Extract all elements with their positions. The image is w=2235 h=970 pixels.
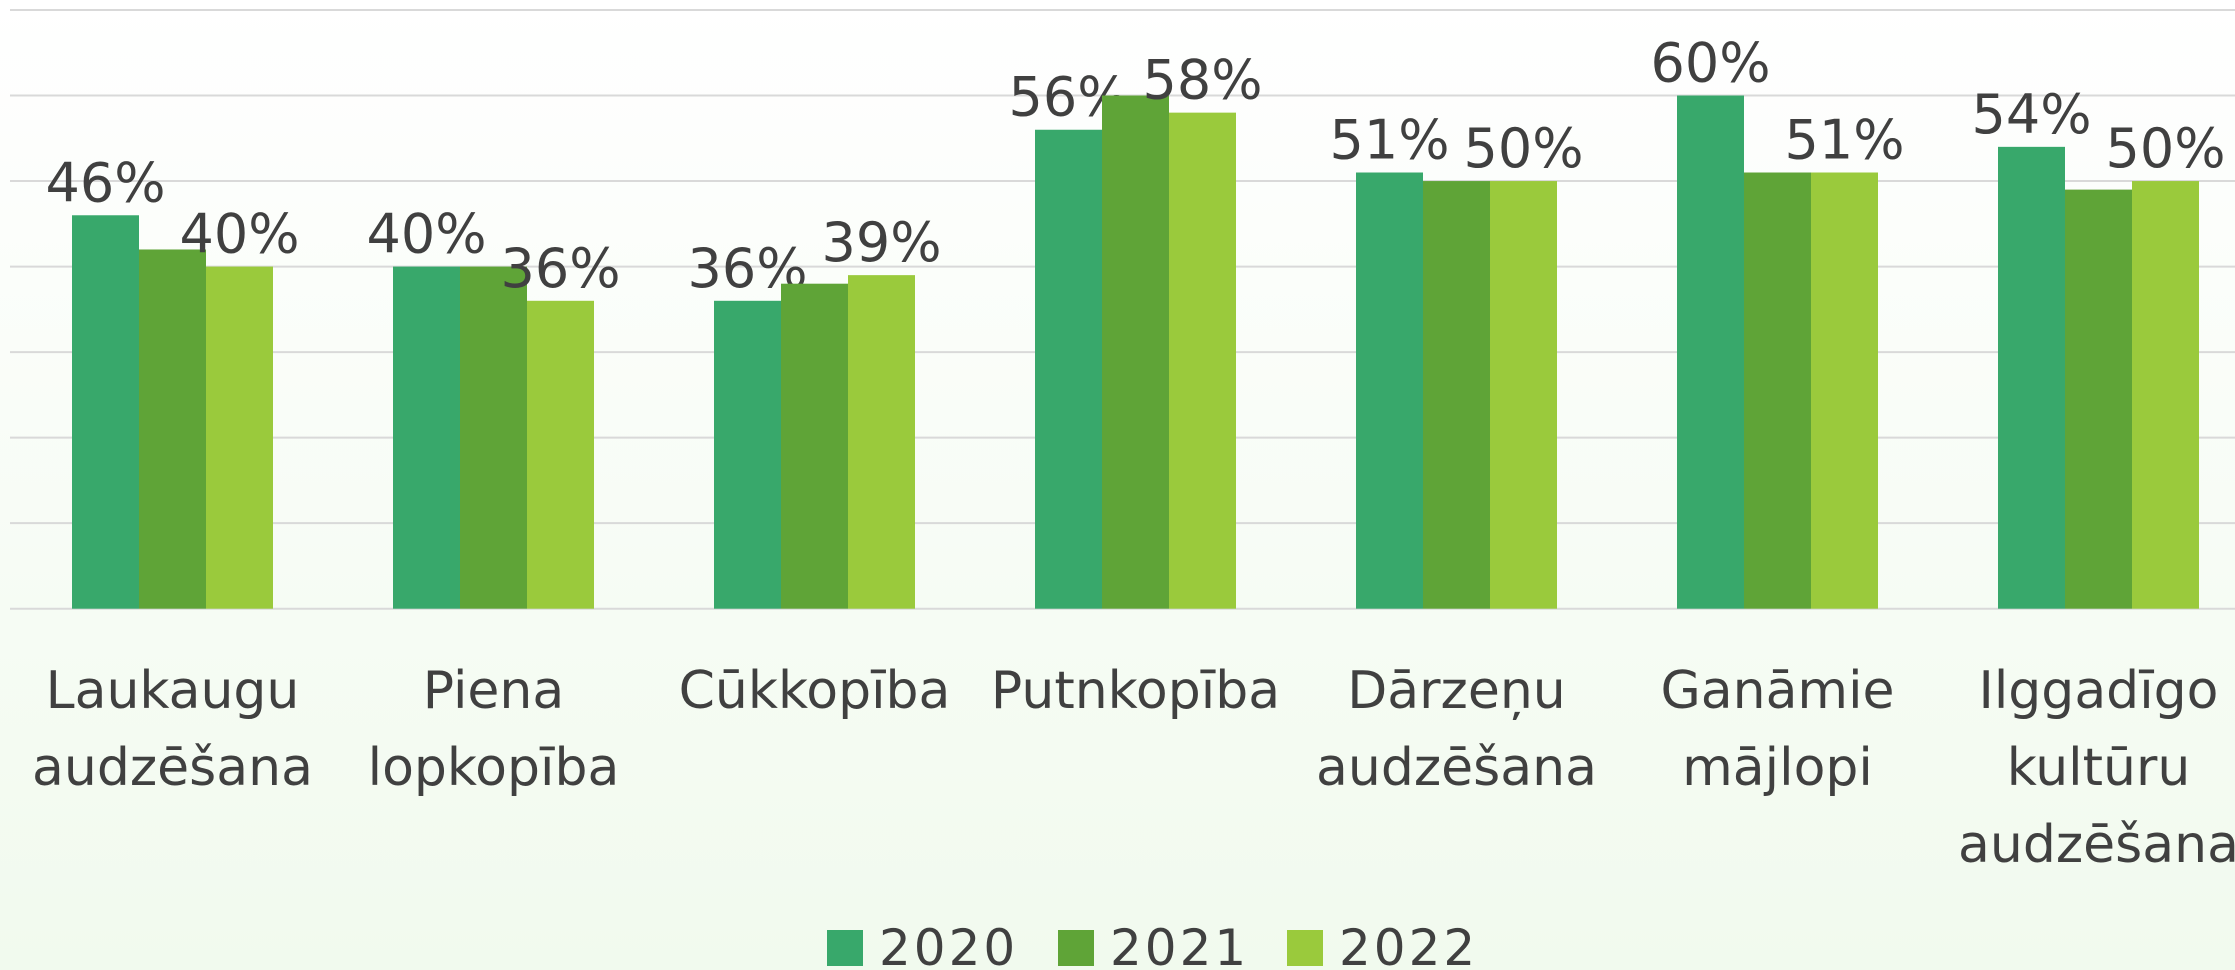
x-tick-label: Ilggadīgo kultūru audzēšana xyxy=(1958,661,2235,875)
bar xyxy=(1356,172,1423,609)
bar xyxy=(139,249,206,609)
bar xyxy=(1035,129,1102,609)
data-label: 60% xyxy=(1650,32,1770,95)
data-label: 50% xyxy=(2105,117,2225,180)
legend-swatch xyxy=(1058,930,1094,966)
bar xyxy=(1423,181,1490,609)
x-tick-label: Cūkkopība xyxy=(679,661,951,721)
bar xyxy=(2132,181,2199,609)
bar xyxy=(1998,146,2065,609)
x-tick-label: Putnkopība xyxy=(991,661,1280,721)
x-tick-label: Ganāmie mājlopi xyxy=(1660,661,1894,798)
x-tick-label: Piena lopkopība xyxy=(368,661,620,798)
bar xyxy=(781,283,848,609)
bar xyxy=(1102,95,1169,609)
bar xyxy=(848,275,915,609)
bar xyxy=(1811,172,1878,609)
bar xyxy=(714,300,781,609)
data-label: 36% xyxy=(500,237,620,300)
data-label: 40% xyxy=(366,203,486,266)
data-label: 51% xyxy=(1329,109,1449,172)
bar xyxy=(1169,112,1236,609)
bar xyxy=(1490,181,1557,609)
legend-swatch xyxy=(827,930,863,966)
legend-label: 2020 xyxy=(879,919,1018,970)
bar xyxy=(460,266,527,609)
x-tick-label: Laukaugu audzēšana xyxy=(32,661,313,798)
legend-swatch xyxy=(1287,930,1323,966)
x-tick-label: Dārzeņu audzēšana xyxy=(1316,661,1597,798)
bar xyxy=(1744,172,1811,609)
bar xyxy=(206,266,273,609)
bar xyxy=(527,300,594,609)
data-label: 50% xyxy=(1463,117,1583,180)
bar xyxy=(393,266,460,609)
data-label: 54% xyxy=(1971,83,2091,146)
bar xyxy=(72,215,139,609)
data-label: 46% xyxy=(45,151,165,214)
data-label: 51% xyxy=(1784,109,1904,172)
legend-label: 2022 xyxy=(1339,919,1478,970)
legend-label: 2021 xyxy=(1110,919,1249,970)
bar xyxy=(2065,189,2132,609)
data-label: 58% xyxy=(1142,49,1262,112)
data-label: 40% xyxy=(179,203,299,266)
data-label: 39% xyxy=(821,211,941,274)
bar xyxy=(1677,95,1744,609)
